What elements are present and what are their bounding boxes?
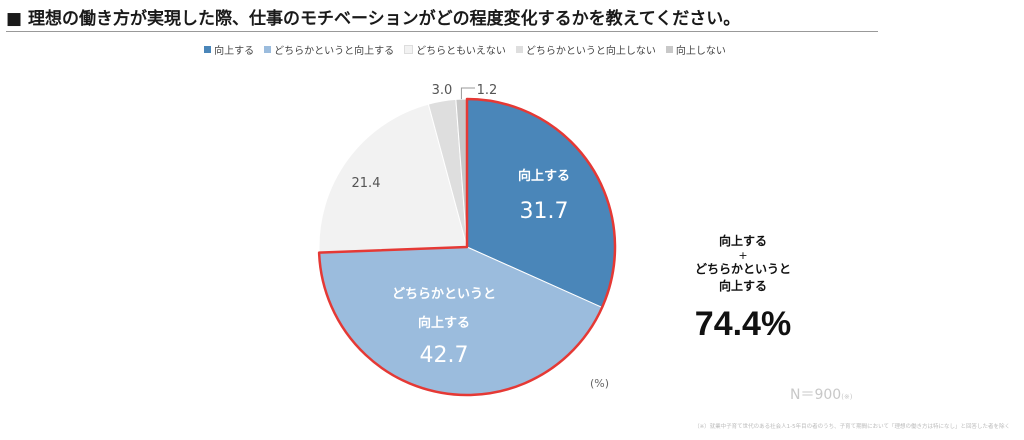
legend-item-improve: 向上する [204, 42, 254, 57]
legend-label: どちらかというと向上する [274, 46, 395, 57]
legend-label: 向上する [214, 46, 255, 57]
slice-label-somewhat-improve-line1: どちらかというと [392, 287, 496, 302]
legend-swatch [204, 46, 212, 53]
legend-item-somewhat-not-improve: どちらかというと向上しない [515, 42, 656, 57]
summary-plus: + [738, 249, 748, 262]
summary-total-value: 74.4% [694, 305, 792, 343]
summary-box: 向上する + どちらかというと 向上する 74.4% [668, 233, 818, 347]
title-divider [6, 31, 878, 32]
legend-swatch [515, 46, 523, 53]
slice-label-improve: 向上する [518, 168, 570, 184]
summary-line-1: 向上する [718, 234, 767, 248]
legend-swatch [264, 46, 272, 53]
slice-label-somewhat-improve-line2: 向上する [418, 315, 470, 331]
slice-value-not-improve: 1.2 [477, 83, 498, 98]
legend-swatch [665, 46, 673, 53]
legend-item-not-improve: 向上しない [665, 42, 726, 57]
legend: 向上する どちらかというと向上する どちらともいえない どちらかというと向上しな… [0, 42, 930, 57]
chart-title: ■ 理想の働き方が実現した際、仕事のモチベーションがどの程度変化するかを教えてく… [6, 9, 741, 29]
slice-value-somewhat-improve: 42.7 [420, 343, 469, 368]
sample-size: N＝900(※) [790, 384, 853, 404]
leader-line [460, 87, 475, 100]
legend-item-somewhat-improve: どちらかというと向上する [264, 42, 394, 57]
legend-label: 向上しない [675, 46, 726, 57]
slice-value-improve: 31.7 [520, 199, 569, 224]
slice-value-neutral: 21.4 [352, 176, 381, 191]
unit-label: (%) [590, 377, 610, 390]
summary-line-2: どちらかというと [694, 262, 791, 276]
footnote: （※）就業中子育て世代のある社会人1-5年目の者のうち、子育て期間において「理想… [694, 424, 1010, 430]
sample-size-main: N＝900 [790, 387, 842, 403]
highlight-outline [317, 97, 617, 397]
legend-label: どちらかというと向上しない [525, 46, 656, 57]
pie-slice-neutral [318, 103, 468, 254]
sample-size-note-mark: (※) [841, 393, 853, 401]
legend-label: どちらともいえない [416, 46, 506, 57]
summary-line-3: 向上する [718, 279, 767, 293]
legend-item-neutral: どちらともいえない [404, 42, 506, 57]
slice-value-somewhat-not-improve: 3.0 [432, 83, 453, 98]
legend-swatch [404, 45, 414, 54]
